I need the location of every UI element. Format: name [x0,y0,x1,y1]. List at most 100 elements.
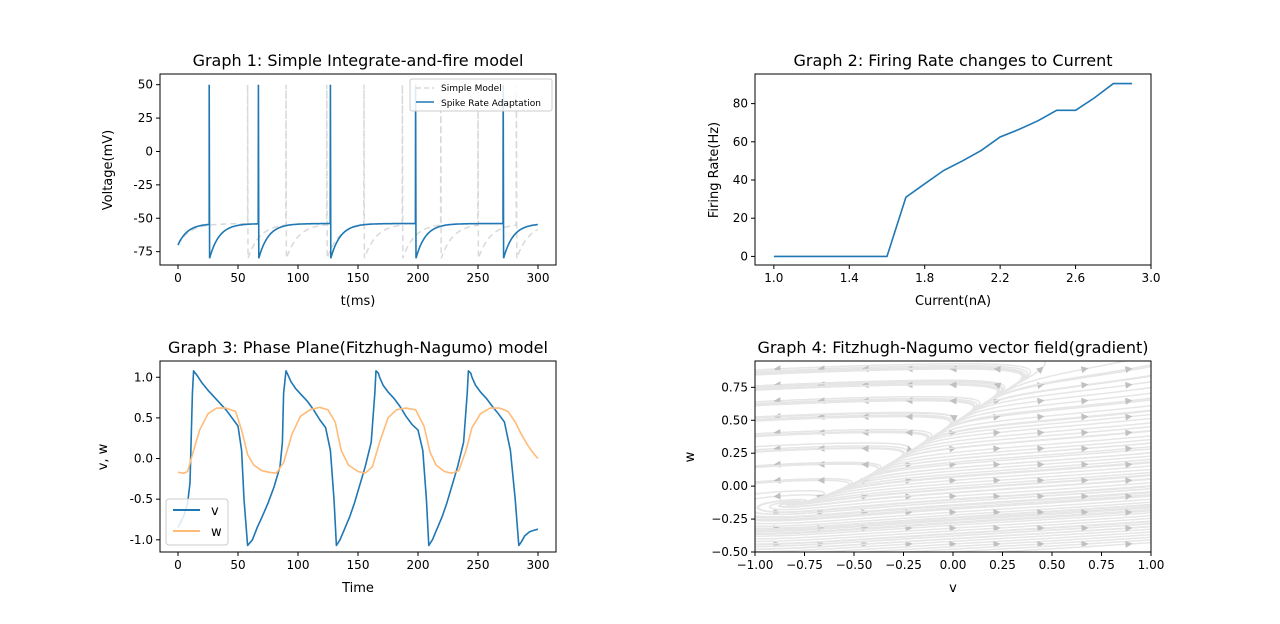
chart-2-xtick-label: 1.4 [840,271,859,285]
chart-1-plot-area [177,84,539,259]
chart-2-title: Graph 2: Firing Rate changes to Current [793,51,1112,70]
chart-1-xtick-label: 250 [467,271,490,285]
streamline [789,361,1046,505]
chart-1: Graph 1: Simple Integrate-and-fire model… [101,51,557,309]
stream-arrow [1125,540,1133,548]
stream-arrow [1125,493,1133,500]
stream-arrow [1037,540,1045,548]
chart-4-ytick-label: 0.25 [721,446,748,460]
stream-arrow [1037,524,1045,532]
stream-arrow [1037,429,1045,437]
chart-4-plot-area [755,361,1151,552]
stream-arrow [1037,445,1045,453]
stream-arrow [1081,508,1089,516]
chart-3-plot-area [177,370,539,547]
series-firing-rate [773,82,1133,258]
stream-arrow [1081,524,1089,532]
legend-label-v: v [211,504,219,519]
streamline [755,523,1151,548]
stream-arrow [949,524,957,532]
stream-arrow [1125,429,1133,437]
chart-2-ytick-label: 80 [733,97,748,111]
chart-4-ytick-label: 0.50 [721,413,748,427]
chart-2-ytick-label: 0 [740,249,748,263]
streamline [755,509,1151,535]
stream-arrow [905,493,913,501]
stream-arrow [993,508,1001,516]
chart-2-axes: 1.0 1.4 1.8 2.2 2.6 3.0 0 20 40 60 80 [733,97,1161,285]
stream-arrow [1125,381,1133,389]
chart-3-legend: v w [165,498,229,546]
stream-arrow [949,397,957,405]
streamline [755,505,1151,532]
stream-arrow [993,493,1001,500]
stream-arrow [993,429,1001,437]
streamline [786,364,1151,505]
chart-4-xtick-label: −1.00 [737,558,774,572]
chart-1-ytick-label: -25 [133,178,153,192]
chart-1-ylabel: Voltage(mV) [101,130,116,210]
chart-4-ylabel: w [683,451,698,462]
chart-4-xtick-label: 0.25 [989,558,1016,572]
chart-1-ytick-label: 0 [145,144,153,158]
legend-label-spike-rate-adaptation: Spike Rate Adaptation [441,99,541,109]
chart-1-xtick-label: 200 [407,271,430,285]
stream-arrow [1081,477,1089,485]
stream-arrow [1081,429,1089,437]
stream-arrow [1037,461,1045,469]
streamline [755,491,1151,519]
chart-4-xtick-label: −0.25 [885,558,922,572]
chart-3-title: Graph 3: Phase Plane(Fitzhugh-Nagumo) mo… [168,338,548,357]
stream-arrow [905,429,913,437]
chart-4-xtick-label: 1.00 [1138,558,1165,572]
chart-4-xtick-label: 0.00 [940,558,967,572]
chart-2-xtick-label: 1.0 [764,271,783,285]
streamline [936,539,1151,552]
chart-2-xtick-label: 2.2 [991,271,1010,285]
chart-2-ytick-label: 20 [733,211,748,225]
chart-2-xtick-label: 2.6 [1066,271,1085,285]
stream-arrow [993,477,1001,485]
stream-arrow [1081,493,1089,500]
chart-4-axes: −1.00 −0.75 −0.50 −0.25 0.00 0.25 0.50 0.75 1.00… [711,380,1164,572]
chart-3-ytick-label: 1.0 [134,370,153,384]
stream-arrow [905,397,913,405]
chart-3-xtick-label: 300 [527,558,550,572]
stream-arrow [1081,381,1089,389]
stream-arrow [1125,461,1133,469]
streamline [755,490,1151,518]
streamline [755,525,1151,551]
streamline [755,495,1151,522]
stream-arrow [861,461,869,469]
chart-3-ytick-label: 0.5 [134,411,153,425]
legend-label-simple-model: Simple Model [441,84,502,94]
streamline [755,493,1151,521]
chart-3-ytick-label: 0.0 [134,452,153,466]
streamline [755,501,1151,528]
stream-arrow [1124,366,1133,373]
chart-2-ylabel: Firing Rate(Hz) [707,122,722,218]
stream-arrow [773,492,781,500]
stream-arrow [1125,397,1133,405]
chart-1-ytick-label: 25 [138,111,153,125]
chart-2-ytick-label: 60 [733,135,748,149]
stream-arrow [1037,508,1045,516]
stream-arrow [905,413,913,421]
chart-1-xtick-label: 300 [527,271,550,285]
chart-4-xtick-label: −0.75 [786,558,823,572]
stream-arrow [1081,397,1089,405]
chart-4-ytick-label: −0.50 [711,545,748,559]
chart-3-axes: 0 50 100 150 200 250 300 -1.0 -0.5 0.0 0.5 1.0 [130,370,550,572]
chart-3-xtick-label: 150 [347,558,370,572]
chart-1-xtick-label: 0 [174,271,182,285]
chart-3-xtick-label: 200 [407,558,430,572]
stream-arrow [1037,493,1045,500]
stream-arrow [993,445,1001,453]
stream-arrow [949,477,957,485]
stream-arrow [993,365,1001,373]
streamline [755,511,1151,537]
stream-arrow [1125,445,1133,453]
stream-arrow [949,381,957,389]
series-spike-rate-adaptation [177,84,538,259]
